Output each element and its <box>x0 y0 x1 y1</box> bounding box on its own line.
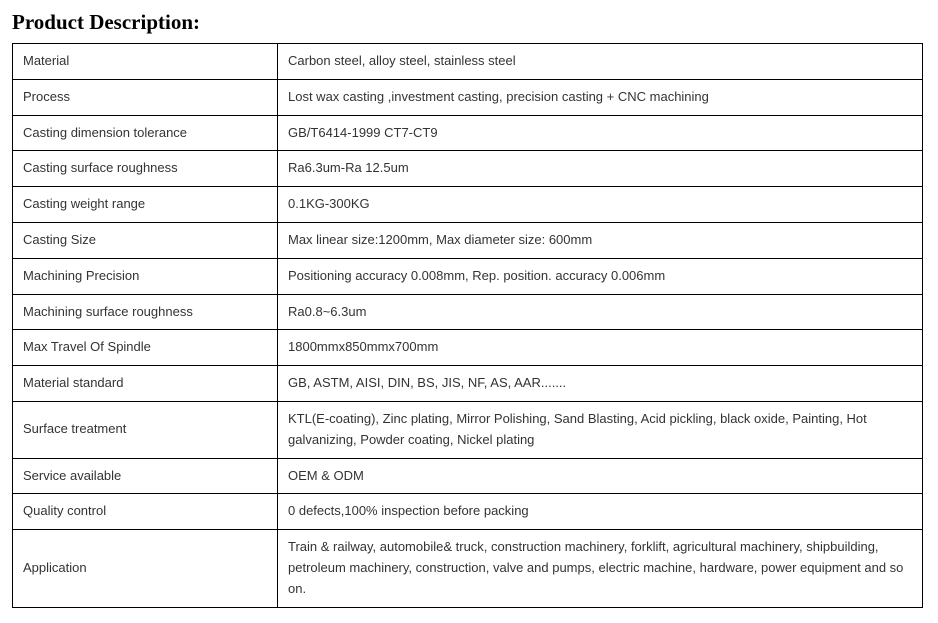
table-row: Casting dimension toleranceGB/T6414-1999… <box>13 115 923 151</box>
spec-value: 1800mmx850mmx700mm <box>278 330 923 366</box>
page-title: Product Description: <box>12 10 926 35</box>
spec-value: Max linear size:1200mm, Max diameter siz… <box>278 222 923 258</box>
table-row: Service availableOEM & ODM <box>13 458 923 494</box>
product-description-table: MaterialCarbon steel, alloy steel, stain… <box>12 43 923 608</box>
table-row: MaterialCarbon steel, alloy steel, stain… <box>13 44 923 80</box>
spec-value: Carbon steel, alloy steel, stainless ste… <box>278 44 923 80</box>
spec-label: Process <box>13 79 278 115</box>
table-row: Casting surface roughnessRa6.3um-Ra 12.5… <box>13 151 923 187</box>
table-row: Casting SizeMax linear size:1200mm, Max … <box>13 222 923 258</box>
table-row: Material standardGB, ASTM, AISI, DIN, BS… <box>13 366 923 402</box>
spec-label: Quality control <box>13 494 278 530</box>
spec-value: Ra0.8~6.3um <box>278 294 923 330</box>
table-row: Max Travel Of Spindle1800mmx850mmx700mm <box>13 330 923 366</box>
table-row: ApplicationTrain & railway, automobile& … <box>13 530 923 607</box>
spec-label: Max Travel Of Spindle <box>13 330 278 366</box>
table-row: ProcessLost wax casting ,investment cast… <box>13 79 923 115</box>
table-row: Surface treatmentKTL(E-coating), Zinc pl… <box>13 401 923 458</box>
table-row: Machining PrecisionPositioning accuracy … <box>13 258 923 294</box>
spec-value: Train & railway, automobile& truck, cons… <box>278 530 923 607</box>
spec-value: 0.1KG-300KG <box>278 187 923 223</box>
spec-label: Machining surface roughness <box>13 294 278 330</box>
spec-label: Machining Precision <box>13 258 278 294</box>
spec-label: Material <box>13 44 278 80</box>
spec-value: GB, ASTM, AISI, DIN, BS, JIS, NF, AS, AA… <box>278 366 923 402</box>
spec-label: Material standard <box>13 366 278 402</box>
spec-label: Surface treatment <box>13 401 278 458</box>
spec-label: Casting Size <box>13 222 278 258</box>
spec-label: Casting dimension tolerance <box>13 115 278 151</box>
spec-value: Positioning accuracy 0.008mm, Rep. posit… <box>278 258 923 294</box>
spec-label: Service available <box>13 458 278 494</box>
spec-value: OEM & ODM <box>278 458 923 494</box>
spec-value: Ra6.3um-Ra 12.5um <box>278 151 923 187</box>
spec-value: Lost wax casting ,investment casting, pr… <box>278 79 923 115</box>
spec-label: Casting weight range <box>13 187 278 223</box>
spec-value: 0 defects,100% inspection before packing <box>278 494 923 530</box>
table-row: Quality control0 defects,100% inspection… <box>13 494 923 530</box>
spec-label: Casting surface roughness <box>13 151 278 187</box>
table-row: Casting weight range0.1KG-300KG <box>13 187 923 223</box>
spec-value: GB/T6414-1999 CT7-CT9 <box>278 115 923 151</box>
spec-value: KTL(E-coating), Zinc plating, Mirror Pol… <box>278 401 923 458</box>
spec-label: Application <box>13 530 278 607</box>
table-row: Machining surface roughnessRa0.8~6.3um <box>13 294 923 330</box>
